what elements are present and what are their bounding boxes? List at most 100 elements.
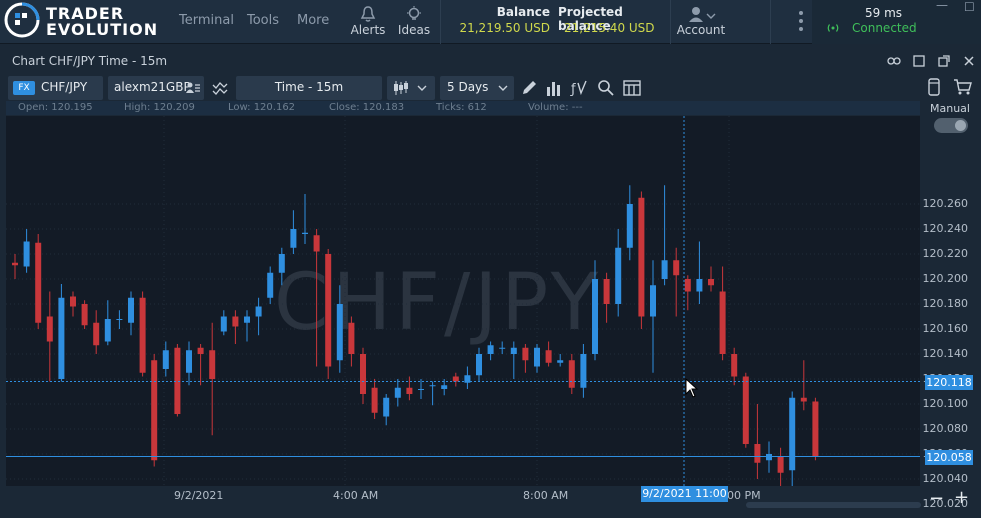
connection-panel: 59 ms Connected — ☐ xyxy=(812,0,981,44)
candle-body xyxy=(209,350,216,379)
candle-body xyxy=(684,279,691,292)
y-tick-label: 120.080 xyxy=(922,422,969,435)
candle-body xyxy=(313,235,320,252)
price-axis[interactable]: Manual 120.260 120.240 120.220 120.200 120.1… xyxy=(920,101,981,510)
ideas-button[interactable]: Ideas xyxy=(392,3,436,41)
zoom-in-button[interactable]: + xyxy=(954,487,970,508)
chart-window: Chart CHF/JPY Time - 15m FX CHF/JPY alex… xyxy=(0,48,981,518)
symbol-label: CHF/JPY xyxy=(41,80,88,94)
candle-body xyxy=(93,322,100,346)
popout-icon[interactable] xyxy=(938,55,950,67)
candle-body xyxy=(719,291,726,354)
candle-body xyxy=(336,304,343,361)
account-label: Account xyxy=(676,23,726,37)
candle-body xyxy=(777,456,784,473)
x-tick-label: 9/2/2021 xyxy=(174,489,224,502)
candle-body xyxy=(139,297,146,373)
y-tick-label: 120.140 xyxy=(922,347,969,360)
y-tick-label: 120.200 xyxy=(922,272,969,285)
menu-terminal[interactable]: Terminal xyxy=(179,13,234,28)
chevron-down-icon xyxy=(417,85,427,91)
timeframe-selector[interactable]: Time - 15m xyxy=(236,76,382,100)
candle-body xyxy=(70,296,76,307)
candle-body xyxy=(12,262,18,266)
indicators-icon[interactable] xyxy=(545,79,563,97)
range-selector[interactable]: 5 Days xyxy=(440,76,514,100)
account-selector[interactable]: alexm21GBP xyxy=(108,76,204,100)
candle-body xyxy=(487,345,494,354)
alerts-button[interactable]: Alerts xyxy=(346,3,390,41)
chart-plot-area[interactable]: CHF/JPY xyxy=(6,116,920,486)
candle-body xyxy=(545,350,552,363)
chart-type-selector[interactable] xyxy=(387,76,435,100)
y-tick-label: 120.160 xyxy=(922,322,969,335)
pencil-icon[interactable] xyxy=(520,79,538,97)
top-bar: TRADER EVOLUTION Terminal Tools More Ale… xyxy=(0,0,981,44)
link-icon[interactable] xyxy=(887,56,901,66)
candle-body xyxy=(708,279,714,286)
candle-body xyxy=(58,297,65,379)
close-icon[interactable] xyxy=(963,55,975,67)
candle-body xyxy=(394,387,401,398)
account-name: alexm21GBP xyxy=(114,80,191,94)
ping-value: 59 ms xyxy=(865,6,903,20)
logo-line1: TRADER xyxy=(46,4,125,23)
candle-body xyxy=(255,306,262,317)
candle-body xyxy=(35,242,42,323)
user-list-icon xyxy=(186,82,200,93)
candle-body xyxy=(151,360,158,461)
candle-body xyxy=(197,347,204,354)
candle-body xyxy=(371,387,378,413)
mobile-icon[interactable] xyxy=(927,78,941,96)
candle-body xyxy=(673,260,680,276)
account-button[interactable]: Account xyxy=(676,3,726,41)
logo-line2: EVOLUTION xyxy=(46,20,159,39)
candle-body xyxy=(800,397,807,402)
candlestick-icon xyxy=(394,81,408,95)
divider xyxy=(770,0,771,44)
candle-body xyxy=(557,360,564,363)
projected-balance-label: Projected balance xyxy=(558,5,623,33)
alerts-label: Alerts xyxy=(350,23,386,37)
low-value: Low: 120.162 xyxy=(228,102,296,113)
candle-body xyxy=(23,241,30,267)
zoom-out-button[interactable]: − xyxy=(929,488,945,509)
layout-icon[interactable] xyxy=(623,79,641,97)
cart-icon[interactable] xyxy=(953,78,973,96)
maximize-icon[interactable] xyxy=(913,55,925,67)
more-vertical-icon[interactable] xyxy=(798,10,804,32)
minimize-button[interactable]: — xyxy=(936,0,948,12)
compare-icon[interactable] xyxy=(212,81,228,95)
y-tick-label: 120.240 xyxy=(922,222,969,235)
maximize-icon[interactable]: ☐ xyxy=(964,0,975,14)
chart-window-title: Chart CHF/JPY Time - 15m xyxy=(12,54,168,68)
x-tick-label: 8:00 AM xyxy=(523,489,569,502)
crosshair-time-label: 9/2/2021 11:00 xyxy=(641,486,728,502)
projected-balance-value: 21,215.40 USD xyxy=(564,21,655,35)
candle-body xyxy=(580,354,587,388)
candle-body xyxy=(522,347,529,361)
ticks-value: Ticks: 612 xyxy=(436,102,487,113)
candle-body xyxy=(267,272,274,298)
search-icon[interactable] xyxy=(597,79,615,97)
x-tick-label: 4:00 AM xyxy=(333,489,379,502)
ideas-label: Ideas xyxy=(397,23,431,37)
candle-body xyxy=(325,254,332,367)
candle-body xyxy=(731,354,738,377)
horizontal-scrollbar[interactable] xyxy=(746,502,921,508)
candle-body xyxy=(162,350,169,369)
time-axis[interactable]: 9/2/2021 4:00 AM 8:00 AM 00 PM 9/2/2021 … xyxy=(6,486,921,508)
menu-more[interactable]: More xyxy=(297,13,330,28)
candle-body xyxy=(742,376,749,444)
symbol-selector[interactable]: FX CHF/JPY xyxy=(8,76,103,100)
logo-icon xyxy=(4,2,40,38)
candle-body xyxy=(766,454,772,461)
candle-body xyxy=(696,279,703,292)
manual-toggle[interactable] xyxy=(934,118,968,133)
signal-icon xyxy=(827,24,839,32)
candle-body xyxy=(406,387,413,394)
candle-body xyxy=(592,279,598,354)
menu-tools[interactable]: Tools xyxy=(247,13,280,28)
candle-body xyxy=(81,304,88,326)
formula-icon[interactable]: ƒ xyxy=(570,79,588,97)
